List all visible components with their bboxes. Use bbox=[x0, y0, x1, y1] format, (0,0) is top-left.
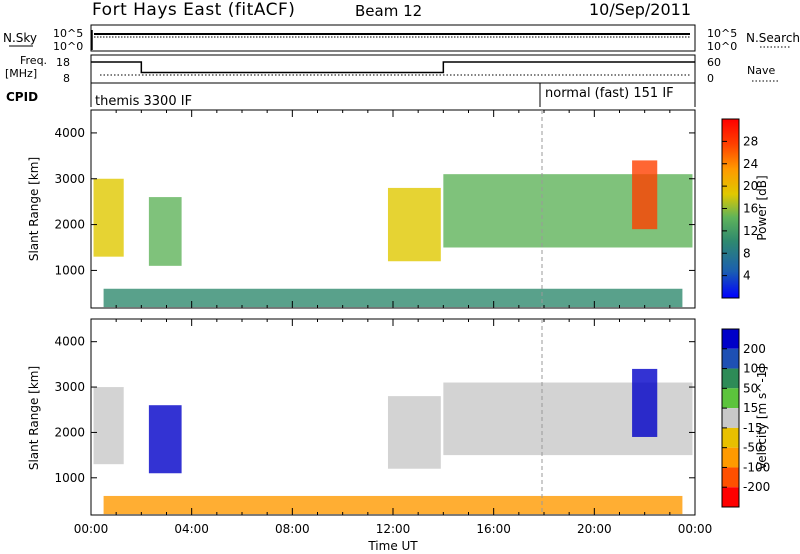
velocity-colorbar-tick-label: -200 bbox=[743, 480, 770, 494]
y-tick-label: 3000 bbox=[54, 172, 85, 186]
echo-region bbox=[387, 396, 441, 469]
power-colorbar-tick-label: 16 bbox=[743, 202, 758, 216]
beam-title: Beam 12 bbox=[355, 2, 423, 20]
noise-panel: N.Sky 10^5 10^0 N.Search 10^5 10^0 bbox=[3, 24, 800, 53]
colorbar-block bbox=[722, 329, 739, 349]
time-tick-label: 00:00 bbox=[678, 522, 713, 536]
power-colorbar-label: Power [dB] bbox=[755, 175, 769, 240]
y-tick-label: 2000 bbox=[54, 218, 85, 232]
time-tick-label: 12:00 bbox=[376, 522, 411, 536]
velocity-colorbar: 200 100 50 15 -15 -50 -100 -200 Velocity [m s^-… bbox=[721, 328, 770, 508]
nsearch-tick-low: 10^0 bbox=[707, 40, 737, 53]
x-axis-label: Time UT bbox=[367, 539, 418, 553]
velocity-ylabel: Slant Range [km] bbox=[27, 366, 41, 470]
velocity-x-ticks bbox=[90, 319, 696, 515]
velocity-colorbar-tick-label: -50 bbox=[743, 441, 763, 455]
nsearch-tick-high: 10^5 bbox=[707, 27, 737, 40]
nave-tick-low: 0 bbox=[707, 72, 714, 85]
y-tick-label: 3000 bbox=[54, 380, 85, 394]
echo-region bbox=[93, 178, 124, 257]
power-x-ticks bbox=[90, 110, 696, 308]
time-axis-labels: 00:00 04:00 08:00 12:00 16:00 20:00 00:00 bbox=[74, 522, 713, 536]
nsearch-label: N.Search bbox=[746, 31, 800, 45]
nave-tick-high: 60 bbox=[707, 56, 721, 69]
time-tick-label: 20:00 bbox=[577, 522, 612, 536]
velocity-colorbar-ticks: 200 100 50 15 -15 -50 -100 -200 bbox=[722, 342, 770, 494]
velocity-panel: 1000 2000 3000 4000 Slant Range [km] bbox=[27, 318, 696, 516]
echo-region bbox=[387, 187, 441, 262]
y-tick-label: 1000 bbox=[54, 471, 85, 485]
echo-region bbox=[148, 405, 182, 474]
time-tick-label: 00:00 bbox=[74, 522, 109, 536]
velocity-y-axis: 1000 2000 3000 4000 bbox=[54, 335, 695, 485]
velocity-colorbar-tick-label: 100 bbox=[743, 362, 766, 376]
power-panel: 1000 2000 3000 4000 Slant Range [km] bbox=[27, 109, 696, 309]
colorbar-block bbox=[722, 368, 739, 389]
velocity-colorbar-tick-label: 50 bbox=[743, 381, 758, 395]
power-echo-regions bbox=[93, 160, 693, 308]
power-colorbar-tick-label: 28 bbox=[743, 134, 758, 148]
time-tick-label: 08:00 bbox=[275, 522, 310, 536]
power-colorbar: 4 8 12 16 20 24 28 Power [dB] bbox=[721, 118, 769, 299]
nsky-label: N.Sky bbox=[3, 31, 37, 45]
cpid-label: CPID bbox=[6, 90, 38, 104]
freq-tick-high: 18 bbox=[56, 56, 70, 69]
freq-label: Freq. bbox=[20, 54, 47, 67]
station-title: Fort Hays East (fitACF) bbox=[92, 0, 296, 20]
colorbar-block bbox=[722, 408, 739, 428]
echo-region bbox=[632, 160, 658, 230]
nave-label: Nave bbox=[747, 64, 775, 77]
time-tick-label: 04:00 bbox=[174, 522, 209, 536]
power-y-axis: 1000 2000 3000 4000 bbox=[54, 126, 695, 277]
velocity-echo-regions bbox=[93, 368, 693, 515]
echo-region bbox=[93, 387, 124, 465]
velocity-colorbar-tick-label: -100 bbox=[743, 460, 770, 474]
cpid-bar: CPID themis 3300 IF normal (fast) 151 IF bbox=[6, 83, 696, 109]
power-colorbar-tick-label: 12 bbox=[743, 224, 758, 238]
colorbar-block bbox=[722, 348, 739, 369]
colorbar-block bbox=[722, 427, 739, 448]
freq-line bbox=[91, 61, 695, 74]
freq-unit-label: [MHz] bbox=[5, 67, 37, 80]
velocity-colorbar-label: Velocity [m s^-1] bbox=[755, 366, 769, 470]
colorbar-block bbox=[722, 447, 739, 468]
nsky-tick-low: 10^0 bbox=[53, 40, 83, 53]
freq-tick-low: 8 bbox=[63, 72, 70, 85]
power-colorbar-ticks: 4 8 12 16 20 24 28 bbox=[722, 134, 758, 283]
colorbar-block bbox=[722, 388, 739, 409]
y-tick-label: 4000 bbox=[54, 335, 85, 349]
echo-region bbox=[103, 288, 683, 308]
colorbar-frame bbox=[721, 328, 740, 508]
velocity-colorbar-tick-label: 200 bbox=[743, 342, 766, 356]
power-colorbar-tick-label: 20 bbox=[743, 179, 758, 193]
velocity-colorbar-tick-label: 15 bbox=[743, 401, 758, 415]
echo-region bbox=[148, 197, 182, 266]
y-tick-label: 2000 bbox=[54, 425, 85, 439]
colorbar-block bbox=[722, 467, 739, 488]
y-tick-label: 4000 bbox=[54, 126, 85, 140]
velocity-colorbar-tick-label: -15 bbox=[743, 421, 763, 435]
velocity-colorbar-blocks bbox=[721, 328, 740, 508]
freq-panel: Freq. [MHz] 18 8 60 0 Nave bbox=[5, 54, 778, 85]
cpid-seg-2: normal (fast) 151 IF bbox=[545, 86, 674, 101]
nsky-tick-high: 10^5 bbox=[53, 27, 83, 40]
cpid-seg-1: themis 3300 IF bbox=[95, 94, 192, 109]
colorbar-block bbox=[722, 487, 739, 507]
power-colorbar-tick-label: 4 bbox=[743, 269, 751, 283]
echo-region bbox=[632, 368, 658, 437]
y-tick-label: 1000 bbox=[54, 263, 85, 277]
power-ylabel: Slant Range [km] bbox=[27, 157, 41, 261]
echo-region bbox=[103, 495, 683, 515]
date-title: 10/Sep/2011 bbox=[589, 0, 692, 19]
power-colorbar-tick-label: 24 bbox=[743, 157, 758, 171]
power-colorbar-tick-label: 8 bbox=[743, 246, 751, 260]
time-tick-label: 16:00 bbox=[476, 522, 511, 536]
